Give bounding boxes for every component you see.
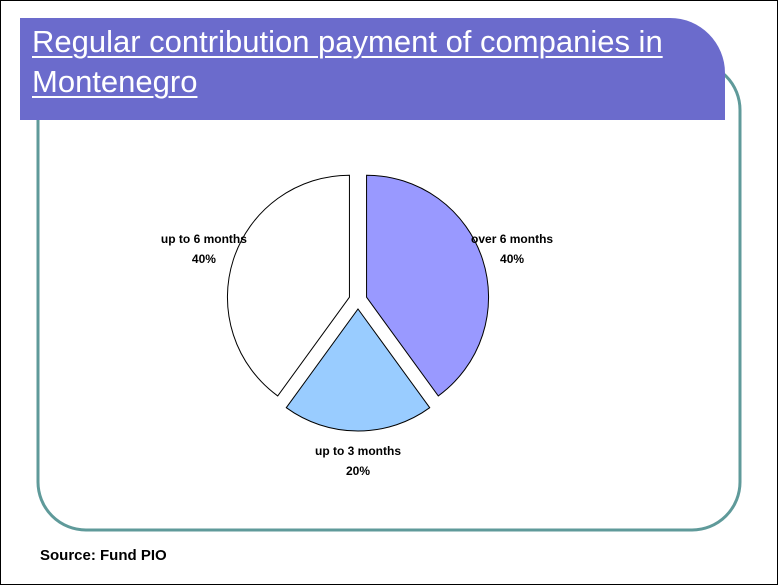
- slice-label: up to 3 months: [315, 444, 401, 458]
- pie-slice: [226, 174, 350, 397]
- source-note: Source: Fund PIO: [40, 547, 167, 564]
- pie-slice: [366, 174, 490, 397]
- chart-title: Regular contribution payment of companie…: [32, 24, 663, 99]
- slice-value-label: 40%: [192, 252, 216, 266]
- slice-value-label: 40%: [500, 252, 524, 266]
- slice-label: up to 6 months: [161, 232, 247, 246]
- title-banner: [20, 18, 725, 120]
- slice-label: over 6 months: [471, 232, 553, 246]
- slice-value-label: 20%: [346, 464, 370, 478]
- pie-slice: [285, 308, 431, 432]
